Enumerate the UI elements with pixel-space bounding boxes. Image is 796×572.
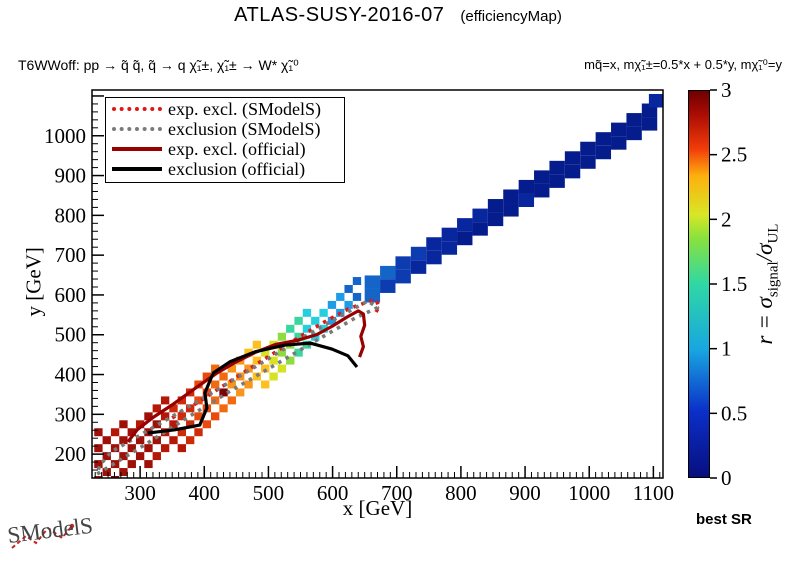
legend-line-sample bbox=[112, 107, 162, 111]
legend-entry: exp. excl. (SModelS) bbox=[112, 99, 344, 119]
curve-exclusion-smodels- bbox=[95, 299, 380, 476]
page-title: ATLAS-SUSY-2016-07 bbox=[234, 4, 445, 26]
colorbar-tick-label: 2 bbox=[721, 207, 732, 231]
colorbar-tick-label: 3 bbox=[721, 78, 732, 102]
colorbar bbox=[688, 90, 710, 478]
colorbar-tick-label: 1 bbox=[721, 337, 732, 361]
heatmap-cells bbox=[94, 93, 663, 478]
curve-exp-excl-official- bbox=[126, 309, 367, 443]
smodels-logo: SModelS bbox=[6, 496, 106, 566]
axis-ticks: 300 400 500 600 700 800 900 1000 1100 200 300 400 50… bbox=[44, 95, 674, 505]
y-tick-label: 200 bbox=[55, 442, 87, 466]
title-note: (efficiencyMap) bbox=[460, 8, 562, 25]
mass-relations-label: mq̃=x, mχ̃₁±=0.5*x + 0.5*y, mχ̃₁⁰=y bbox=[584, 57, 782, 72]
logo-text: SModelS bbox=[6, 513, 94, 548]
y-tick-label: 500 bbox=[55, 323, 87, 347]
colorbar-ticks: 0 0.5 1 1.5 2 2.5 3 bbox=[710, 78, 747, 490]
y-tick-label: 600 bbox=[55, 283, 87, 307]
x-axis-title: x [GeV] bbox=[342, 496, 413, 520]
y-tick-label: 800 bbox=[55, 203, 87, 227]
colorbar-tick-label: 1.5 bbox=[721, 272, 747, 296]
x-tick-label: 800 bbox=[445, 481, 477, 505]
logo-decay-dot bbox=[69, 523, 75, 529]
y-axis-title: y [GeV] bbox=[21, 247, 46, 317]
colorbar-tick-label: 2.5 bbox=[721, 143, 747, 167]
colorbar-label-sub2: UL bbox=[765, 223, 782, 244]
legend-line-sample bbox=[112, 147, 162, 151]
legend-label: exclusion (official) bbox=[168, 159, 306, 179]
curve-exp-excl-smodels- bbox=[171, 297, 381, 420]
curve-exclusion-official- bbox=[147, 341, 359, 435]
colorbar-label-sub1: signal bbox=[765, 261, 782, 298]
legend-label: exp. excl. (official) bbox=[168, 139, 306, 159]
exclusion-curves bbox=[95, 297, 381, 476]
logo-decay-line bbox=[11, 525, 73, 549]
y-tick-label: 700 bbox=[55, 243, 87, 267]
x-tick-label: 900 bbox=[509, 481, 541, 505]
x-tick-label: 700 bbox=[381, 481, 413, 505]
x-tick-label: 600 bbox=[317, 481, 349, 505]
y-tick-label: 1000 bbox=[44, 124, 86, 148]
y-tick-label: 400 bbox=[55, 363, 87, 387]
legend-line-sample bbox=[112, 167, 162, 171]
colorbar-tick-label: 0.5 bbox=[721, 401, 747, 425]
legend-entry: exclusion (official) bbox=[112, 159, 344, 179]
legend-entry: exp. excl. (official) bbox=[112, 139, 344, 159]
title-row: ATLAS-SUSY-2016-07 (efficiencyMap) bbox=[0, 4, 796, 27]
colorbar-label-prefix: r = σ bbox=[752, 297, 777, 345]
x-tick-label: 500 bbox=[253, 481, 285, 505]
colorbar-tick-label: 0 bbox=[721, 466, 732, 490]
x-tick-label: 1100 bbox=[633, 481, 674, 505]
legend-label: exp. excl. (SModelS) bbox=[168, 99, 321, 119]
legend-line-sample bbox=[112, 127, 162, 131]
y-tick-label: 900 bbox=[55, 164, 87, 188]
legend-label: exclusion (SModelS) bbox=[168, 119, 321, 139]
colorbar-label: r = σsignal/σUL bbox=[752, 90, 786, 478]
best-sr-label: best SR bbox=[696, 511, 752, 528]
process-label: T6WWoff: pp → q̃ q̃, q̃ → q χ̃₁±, χ̃₁± →… bbox=[18, 57, 299, 73]
x-tick-label: 1000 bbox=[568, 481, 610, 505]
legend-entry: exclusion (SModelS) bbox=[112, 119, 344, 139]
y-tick-label: 300 bbox=[55, 402, 87, 426]
x-tick-label: 400 bbox=[189, 481, 221, 505]
legend-box: exp. excl. (SModelS) exclusion (SModelS) e… bbox=[105, 97, 345, 183]
colorbar-label-mid: /σ bbox=[752, 243, 777, 262]
x-tick-label: 300 bbox=[124, 481, 156, 505]
